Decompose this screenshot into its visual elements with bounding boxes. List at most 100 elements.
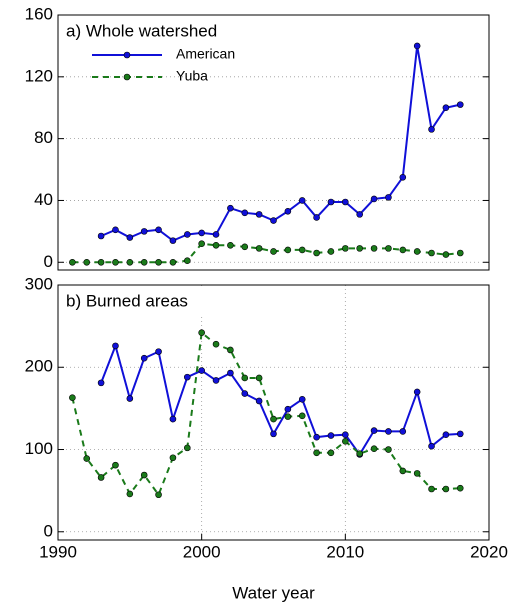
y-tick-label: 120 xyxy=(25,66,53,85)
y-tick-label: 300 xyxy=(25,274,53,293)
data-point xyxy=(356,245,364,252)
legend-marker xyxy=(123,51,131,59)
y-tick-label: 80 xyxy=(34,128,53,147)
data-point xyxy=(227,241,234,249)
annotation-bg xyxy=(60,288,270,314)
data-point xyxy=(169,415,177,423)
data-point xyxy=(212,377,220,384)
data-point xyxy=(342,198,349,206)
data-point xyxy=(198,367,205,374)
data-point xyxy=(370,245,378,252)
data-point xyxy=(399,467,407,475)
data-point xyxy=(227,346,234,354)
data-point xyxy=(313,214,320,221)
data-point xyxy=(169,454,177,462)
data-point xyxy=(456,101,464,108)
data-point xyxy=(428,126,435,133)
data-point xyxy=(241,243,249,251)
data-point xyxy=(126,395,134,402)
panel-label: b) Burned areas xyxy=(66,291,188,310)
data-point xyxy=(241,374,249,382)
data-point xyxy=(155,258,162,266)
data-point xyxy=(270,248,277,255)
data-point xyxy=(442,104,450,112)
data-point xyxy=(198,229,205,237)
data-point xyxy=(356,450,364,457)
legend-marker xyxy=(123,73,131,81)
data-point xyxy=(169,258,177,266)
data-point xyxy=(140,228,148,235)
y-tick-label: 200 xyxy=(25,357,53,376)
data-point xyxy=(241,390,249,397)
data-point xyxy=(184,257,191,265)
data-point xyxy=(140,471,148,479)
data-point xyxy=(298,396,306,403)
data-point xyxy=(356,211,364,218)
data-point xyxy=(69,394,76,401)
data-point xyxy=(313,249,320,257)
data-point xyxy=(342,245,349,252)
data-point xyxy=(140,354,148,362)
data-point xyxy=(284,246,292,254)
data-point xyxy=(298,246,306,254)
series-line xyxy=(72,242,461,264)
data-point xyxy=(413,248,421,255)
data-point xyxy=(97,379,105,387)
data-point xyxy=(97,258,105,266)
data-point xyxy=(227,369,234,377)
data-point xyxy=(284,413,292,420)
plot-frame xyxy=(57,284,490,541)
data-point xyxy=(327,432,335,439)
data-point xyxy=(428,442,435,450)
data-point xyxy=(298,412,306,420)
data-point xyxy=(112,461,119,469)
data-point xyxy=(97,474,105,481)
data-point xyxy=(184,231,191,238)
data-point xyxy=(69,258,76,266)
data-point xyxy=(313,433,320,441)
data-point xyxy=(270,415,277,423)
data-point xyxy=(140,258,148,266)
data-point xyxy=(385,446,392,453)
data-point xyxy=(97,232,105,240)
data-point xyxy=(370,195,378,203)
data-point xyxy=(126,258,134,266)
plot-frame xyxy=(57,14,490,271)
legend-label: American xyxy=(176,46,235,62)
x-tick-label: 2000 xyxy=(183,542,221,561)
data-point xyxy=(255,245,263,252)
data-point xyxy=(112,342,119,350)
data-point xyxy=(284,207,292,215)
panel-label: a) Whole watershed xyxy=(66,21,217,40)
series-line xyxy=(100,342,461,457)
y-tick-label: 0 xyxy=(44,252,53,271)
data-point xyxy=(212,231,220,238)
data-point xyxy=(184,373,191,381)
data-point xyxy=(298,197,306,204)
data-point xyxy=(184,444,191,452)
data-point xyxy=(255,397,263,405)
data-point xyxy=(198,240,205,248)
data-point xyxy=(284,405,292,413)
data-point xyxy=(155,348,162,355)
data-point xyxy=(442,251,450,258)
y-tick-label: 0 xyxy=(44,521,53,540)
data-point xyxy=(169,237,177,244)
data-point xyxy=(342,431,349,439)
data-point xyxy=(313,449,320,457)
data-point xyxy=(385,428,392,435)
data-point xyxy=(456,430,464,438)
annotation-bg xyxy=(60,18,270,44)
data-point xyxy=(198,329,205,337)
data-point xyxy=(342,437,349,445)
x-tick-label: 2020 xyxy=(470,542,508,561)
data-point xyxy=(385,245,392,252)
data-point xyxy=(327,198,335,206)
data-point xyxy=(442,485,450,493)
data-point xyxy=(327,248,335,255)
data-point xyxy=(241,209,249,217)
y-tick-label: 160 xyxy=(25,4,53,23)
data-point xyxy=(270,430,277,438)
